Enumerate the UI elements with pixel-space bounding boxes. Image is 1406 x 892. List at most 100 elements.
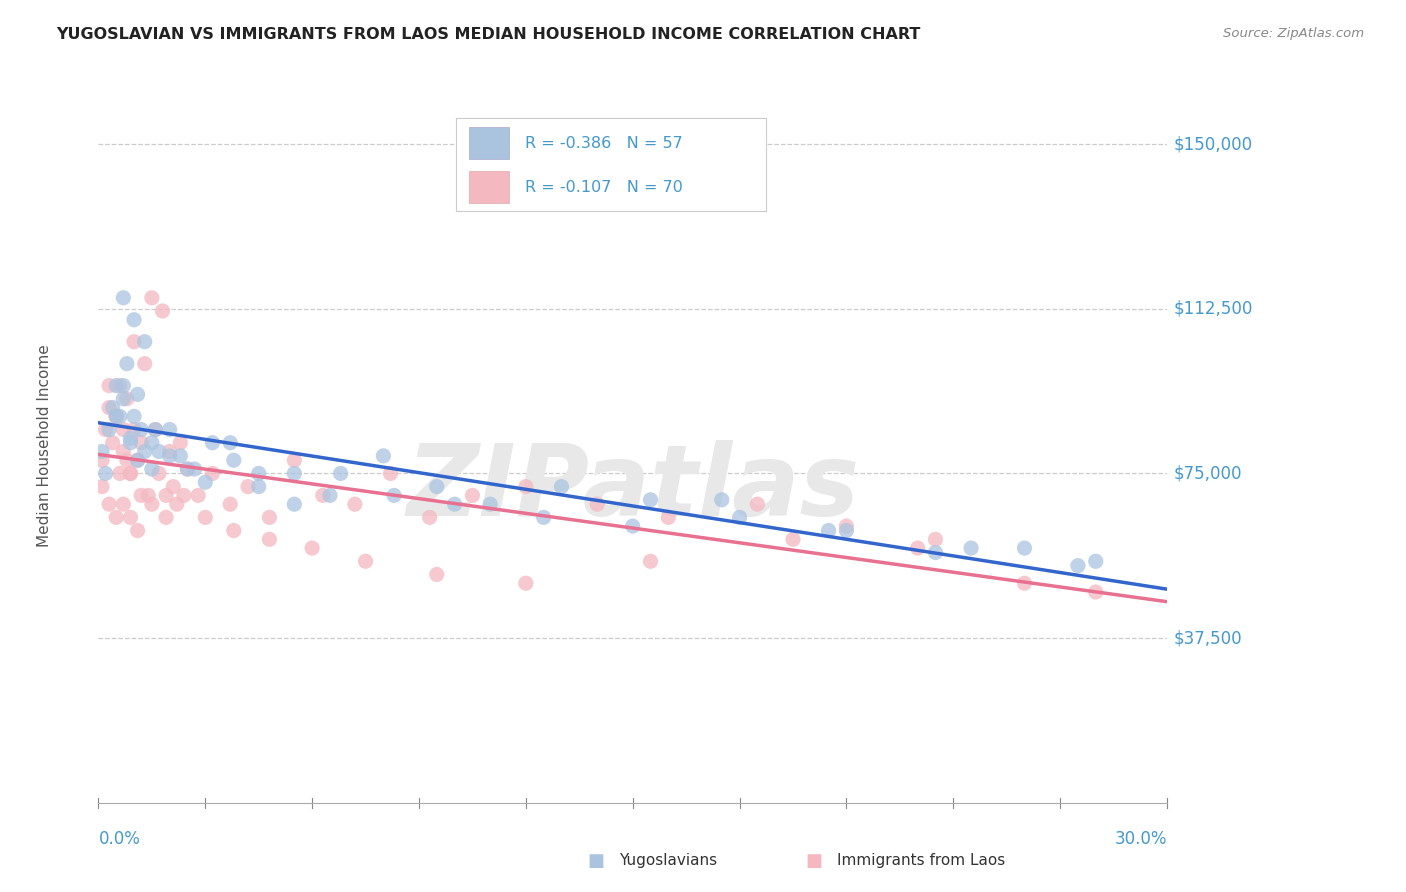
Point [173, 488, 195, 502]
Text: ■: ■ [806, 852, 823, 870]
Point [112, 497, 135, 511]
Point [1084, 554, 1107, 568]
Point [176, 462, 198, 476]
Point [657, 510, 679, 524]
Point [120, 510, 142, 524]
Point [134, 357, 156, 371]
Point [101, 401, 124, 415]
Point [924, 545, 946, 559]
Point [98, 378, 121, 392]
Point [127, 524, 149, 538]
Point [148, 467, 170, 481]
Point [129, 488, 152, 502]
Point [176, 462, 198, 476]
Point [155, 488, 177, 502]
Point [127, 453, 149, 467]
Point [159, 444, 181, 458]
Point [136, 488, 159, 502]
Text: 30.0%: 30.0% [1115, 830, 1167, 847]
Point [1014, 576, 1036, 591]
Point [222, 524, 245, 538]
Text: Immigrants from Laos: Immigrants from Laos [837, 854, 1005, 868]
Point [373, 449, 395, 463]
Point [145, 423, 167, 437]
Point [115, 392, 138, 406]
Point [105, 409, 128, 424]
Bar [468, 170, 509, 203]
Point [101, 435, 124, 450]
Point [710, 492, 733, 507]
Point [924, 533, 946, 547]
Point [169, 435, 191, 450]
Point [115, 357, 138, 371]
Point [159, 423, 181, 437]
Point [122, 334, 145, 349]
Text: $75,000: $75,000 [1174, 465, 1243, 483]
Point [98, 497, 121, 511]
Point [91, 453, 114, 467]
Point [120, 435, 142, 450]
Point [169, 449, 191, 463]
Point [129, 423, 152, 437]
Point [515, 480, 537, 494]
Point [319, 488, 342, 502]
Point [354, 554, 377, 568]
Point [129, 435, 152, 450]
Point [112, 392, 135, 406]
Point [533, 510, 555, 524]
Point [960, 541, 983, 555]
Bar [468, 127, 509, 160]
Point [329, 467, 352, 481]
Point [105, 409, 128, 424]
Point [108, 409, 131, 424]
Point [817, 524, 839, 538]
Text: Median Household Income: Median Household Income [38, 344, 52, 548]
Point [640, 492, 662, 507]
Text: 0.0%: 0.0% [98, 830, 141, 847]
Point [120, 431, 142, 445]
Text: ZIPatlas: ZIPatlas [406, 441, 859, 537]
Point [201, 467, 224, 481]
Point [419, 510, 441, 524]
Point [148, 444, 170, 458]
Point [141, 497, 163, 511]
Point [640, 554, 662, 568]
Point [259, 510, 281, 524]
Point [222, 453, 245, 467]
Point [108, 378, 131, 392]
Point [91, 444, 114, 458]
Point [127, 453, 149, 467]
Point [443, 497, 465, 511]
Point [194, 475, 217, 490]
Point [141, 291, 163, 305]
Point [120, 467, 142, 481]
Text: R = -0.386   N = 57: R = -0.386 N = 57 [524, 136, 682, 152]
Point [247, 467, 270, 481]
Point [219, 435, 242, 450]
Point [1014, 541, 1036, 555]
Point [201, 435, 224, 450]
Point [194, 510, 217, 524]
Point [115, 453, 138, 467]
Point [301, 541, 323, 555]
Point [120, 467, 142, 481]
Point [835, 519, 858, 533]
Point [382, 488, 405, 502]
Point [426, 480, 449, 494]
Point [312, 488, 335, 502]
Point [283, 453, 305, 467]
Point [283, 467, 305, 481]
Point [586, 497, 609, 511]
Point [259, 533, 281, 547]
Point [105, 378, 128, 392]
Text: $112,500: $112,500 [1174, 300, 1253, 318]
Text: Yugoslavians: Yugoslavians [619, 854, 717, 868]
Point [108, 467, 131, 481]
Point [236, 480, 259, 494]
Point [461, 488, 484, 502]
Point [98, 401, 121, 415]
Text: YUGOSLAVIAN VS IMMIGRANTS FROM LAOS MEDIAN HOUSEHOLD INCOME CORRELATION CHART: YUGOSLAVIAN VS IMMIGRANTS FROM LAOS MEDI… [56, 27, 921, 42]
Point [283, 497, 305, 511]
Point [134, 334, 156, 349]
Point [98, 423, 121, 437]
